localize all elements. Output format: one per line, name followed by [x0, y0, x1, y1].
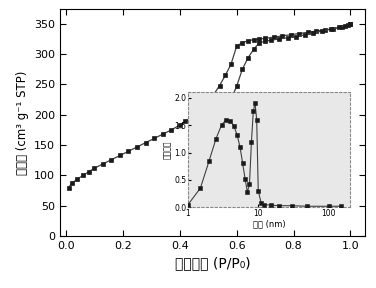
Y-axis label: 孔容分布: 孔容分布 — [163, 141, 172, 159]
X-axis label: 孔径 (nm): 孔径 (nm) — [253, 219, 285, 228]
Y-axis label: 吸附量 (cm³ g⁻¹ STP): 吸附量 (cm³ g⁻¹ STP) — [16, 70, 29, 175]
X-axis label: 相对压力 (P/P₀): 相对压力 (P/P₀) — [174, 257, 250, 271]
